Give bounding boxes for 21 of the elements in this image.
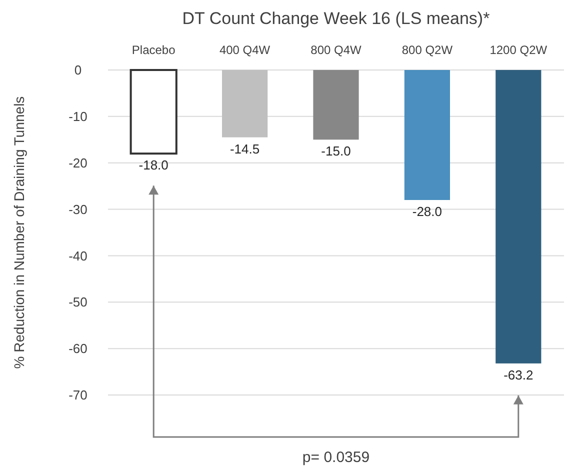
x-tick-label: 400 Q4W (219, 43, 271, 57)
y-tick-label: -60 (68, 341, 88, 356)
x-tick-label: 1200 Q2W (490, 43, 548, 57)
x-tick-label: Placebo (132, 43, 176, 57)
data-label: -28.0 (412, 204, 442, 219)
y-axis-title: % Reduction in Number of Draining Tunnels (11, 96, 27, 369)
data-label: -15.0 (321, 144, 351, 159)
y-tick-label: -20 (68, 155, 88, 170)
x-tick-label: 800 Q2W (402, 43, 454, 57)
y-tick-label: -10 (68, 108, 88, 124)
data-label: -14.5 (230, 141, 260, 156)
chart-title: DT Count Change Week 16 (LS means)* (182, 9, 490, 28)
y-tick-label: -70 (68, 388, 88, 403)
y-tick-label: -30 (68, 202, 88, 217)
x-tick-label: 800 Q4W (310, 43, 362, 57)
y-tick-label: -50 (68, 294, 88, 310)
data-label: -63.2 (504, 367, 534, 382)
y-tick-label: 0 (74, 62, 82, 78)
y-tick-label: -40 (68, 248, 88, 264)
text: p= 0.0359 (302, 449, 370, 466)
data-label: -18.0 (138, 158, 168, 173)
